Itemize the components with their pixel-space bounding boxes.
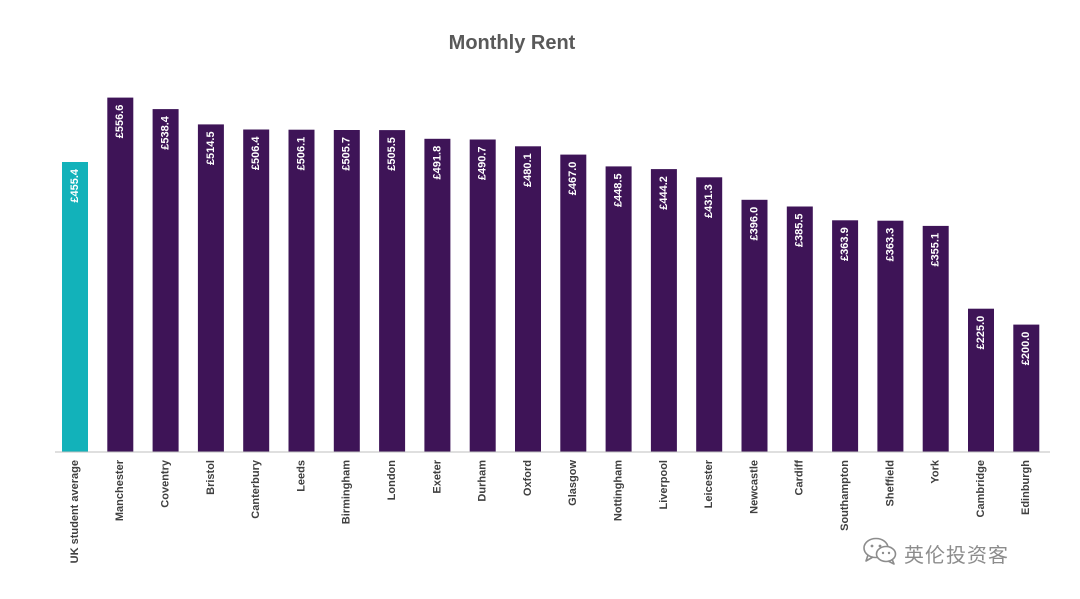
category-labels-group: UK student average Manchester Coventry Bris…: [69, 459, 1032, 563]
value-label-manchester: £556.6: [114, 105, 126, 139]
bar-liverpool: [650, 169, 677, 452]
bar-cardiff: [786, 206, 813, 452]
bar-cambridge: [968, 308, 994, 452]
value-label-sheffield: £363.3: [884, 228, 896, 262]
bar-edinburgh: [1013, 324, 1040, 452]
category-label-liverpool: Liverpool: [658, 460, 670, 510]
value-label-birmingham: £505.7: [341, 137, 353, 171]
category-label-newcastle: Newcastle: [748, 460, 760, 514]
bar-nottingham: [605, 166, 632, 452]
value-label-cardiff: £385.5: [794, 214, 806, 248]
category-label-edinburgh: Edinburgh: [1020, 460, 1032, 515]
value-label-exeter: £491.8: [431, 146, 443, 180]
category-label-nottingham: Nottingham: [613, 460, 625, 521]
category-label-coventry: Coventry: [160, 459, 172, 508]
category-label-uk-student-average: UK student average: [69, 460, 81, 563]
category-label-cambridge: Cambridge: [975, 460, 987, 517]
bar-york: [922, 225, 949, 452]
bar-glasgow: [560, 154, 587, 452]
bar-leeds: [288, 129, 315, 452]
category-label-sheffield: Sheffield: [884, 460, 896, 506]
value-label-durham: £490.7: [477, 147, 489, 181]
value-label-glasgow: £467.0: [567, 162, 579, 196]
category-label-manchester: Manchester: [114, 459, 126, 521]
bar-birmingham: [333, 130, 360, 452]
value-label-southampton: £363.9: [839, 227, 851, 261]
value-labels-group: £455.4 £556.6 £538.4 £514.5 £506.4 £506.1 £505…: [69, 105, 1032, 366]
category-label-glasgow: Glasgow: [567, 460, 579, 506]
value-label-canterbury: £506.4: [250, 136, 262, 171]
category-label-durham: Durham: [477, 460, 489, 502]
value-label-coventry: £538.4: [160, 115, 172, 150]
bar-leicester: [696, 177, 723, 453]
watermark: 英伦投资客: [862, 536, 1009, 571]
value-label-uk-student-average: £455.4: [69, 168, 81, 203]
bars-group: [62, 97, 1040, 453]
value-label-leicester: £431.3: [703, 184, 715, 218]
bar-southampton: [832, 220, 859, 452]
value-label-leeds: £506.1: [295, 137, 307, 171]
bar-newcastle: [741, 199, 768, 452]
wechat-icon: [862, 536, 898, 571]
category-label-london: London: [386, 460, 398, 501]
category-label-birmingham: Birmingham: [341, 460, 353, 524]
value-label-nottingham: £448.5: [613, 173, 625, 207]
bar-oxford: [515, 146, 541, 453]
watermark-text: 英伦投资客: [904, 543, 1009, 567]
value-label-york: £355.1: [930, 233, 942, 267]
category-label-bristol: Bristol: [205, 460, 217, 495]
category-label-exeter: Exeter: [431, 459, 443, 493]
value-label-cambridge: £225.0: [975, 316, 987, 350]
bar-sheffield: [877, 220, 904, 452]
value-label-london: £505.5: [386, 137, 398, 171]
category-label-york: York: [930, 459, 942, 484]
category-label-cardiff: Cardiff: [794, 460, 806, 496]
category-label-leicester: Leicester: [703, 459, 715, 508]
value-label-edinburgh: £200.0: [1020, 332, 1032, 366]
value-label-oxford: £480.1: [522, 153, 534, 187]
category-label-leeds: Leeds: [295, 460, 307, 492]
bar-manchester: [107, 97, 134, 452]
chart-title: Monthly Rent: [449, 32, 576, 54]
category-label-canterbury: Canterbury: [250, 459, 262, 519]
bar-coventry: [152, 109, 179, 452]
bar-canterbury: [243, 129, 270, 452]
value-label-liverpool: £444.2: [658, 176, 670, 210]
value-label-newcastle: £396.0: [748, 207, 760, 241]
bar-uk-student-average: [62, 162, 88, 452]
bar-london: [379, 130, 406, 452]
bar-bristol: [197, 124, 224, 453]
category-label-southampton: Southampton: [839, 460, 851, 531]
bar-exeter: [424, 138, 451, 453]
value-label-bristol: £514.5: [205, 131, 217, 165]
bar-durham: [469, 139, 496, 452]
category-label-oxford: Oxford: [522, 460, 534, 496]
